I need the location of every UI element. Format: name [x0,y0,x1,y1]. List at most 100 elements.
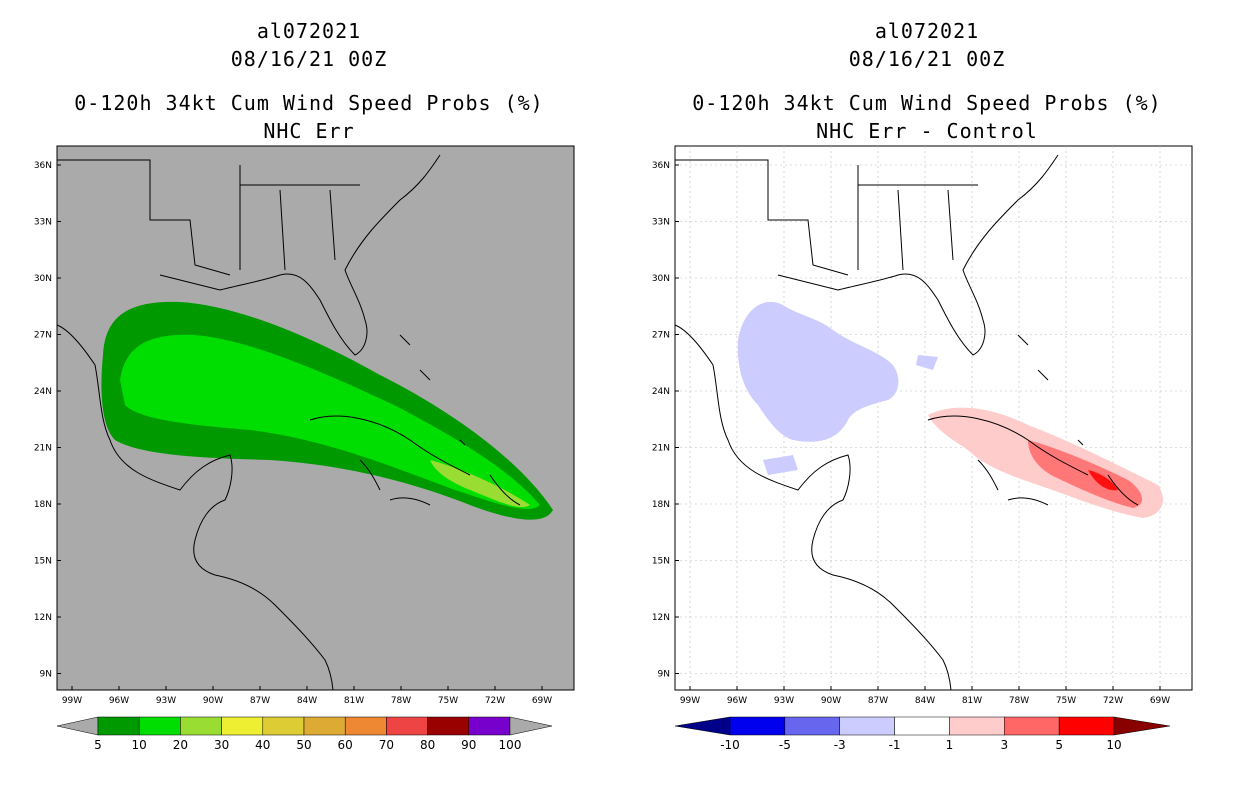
lat-label: 21N [652,444,670,454]
colorbar-label: 100 [498,738,522,752]
coastlines [56,154,521,691]
lon-label: 69W [1150,696,1170,706]
lat-label: 33N [652,218,670,228]
colorbar [56,716,553,736]
colorbar-segment [221,716,264,736]
colorbar-label: 70 [378,738,395,752]
colorbar-segment [180,716,222,736]
lat-label: 12N [34,613,52,623]
colorbar-segment [839,716,895,736]
colorbar-label: -5 [778,738,791,752]
product-subtitle: NHC Err [263,119,355,143]
lon-label: 99W [62,696,82,706]
colorbar-label: 80 [419,738,436,752]
colorbar-label: 1 [945,738,954,752]
colorbar-label: -1 [888,738,901,752]
colorbar-label: -10 [720,738,740,752]
colorbar-label: 5 [1055,738,1063,752]
colorbar-segment [729,716,786,736]
lat-label: 24N [34,387,52,397]
lat-label: 27N [34,331,52,341]
colorbar-under-arrow [56,716,99,736]
colorbar-label: -3 [833,738,846,752]
colorbar-segment [344,716,387,736]
colorbar-over-arrow [1113,716,1171,736]
lat-label: 24N [652,387,670,397]
colorbar-segment [949,716,1005,736]
colorbar-segments [729,716,1115,736]
colorbar-label: 5 [94,738,102,752]
colorbar-label: 40 [255,738,271,752]
lon-label: 72W [1103,696,1123,706]
lon-label: 84W [297,696,317,706]
swath-20pct [430,460,530,508]
colorbar-segment [138,716,181,736]
colorbar-segment [427,716,470,736]
lon-label: 78W [1009,696,1029,706]
lon-label: 96W [109,696,129,706]
lat-label: 33N [34,218,52,228]
colorbar-label: 90 [461,738,477,752]
lon-label: 75W [438,696,458,706]
product-title: 0-120h 34kt Cum Wind Speed Probs (%) [74,91,544,115]
lat-label: 36N [34,161,52,171]
left-panel: al072021 08/16/21 00Z 0-120h 34kt Cum Wi… [34,19,575,752]
lon-label: 78W [391,696,411,706]
lat-label: 36N [652,161,670,171]
lon-label: 81W [962,696,982,706]
lon-label: 87W [250,696,270,706]
colorbar-segment [1058,716,1115,736]
lat-label: 18N [652,500,670,510]
lat-label: 15N [652,557,670,567]
colorbar-label: 60 [337,738,353,752]
colorbar-label: 10 [1106,738,1122,752]
colorbar-over-arrow [509,716,553,736]
colorbar-segment [468,716,511,736]
lat-label: 30N [34,274,52,284]
colorbar-label: 3 [1000,738,1009,752]
lat-label: 27N [652,331,670,341]
colorbar-label: 20 [172,738,189,752]
lon-label: 90W [203,696,223,706]
lat-label: 21N [34,444,52,454]
colorbar-segment [262,716,305,736]
colorbar-segment [386,716,428,736]
lat-label: 18N [34,500,52,510]
lat-label: 9N [658,670,670,680]
lon-axis: 99W 96W 93W 90W 87W 84W 81W 78W 75W 72W 69W [62,686,552,706]
lon-label: 75W [1056,696,1076,706]
colorbar-segment [894,716,950,736]
lon-label: 87W [868,696,888,706]
lon-label: 93W [774,696,794,706]
colorbar-segment [303,716,346,736]
storm-id: al072021 [256,19,362,43]
negative-anomaly-area [916,355,938,370]
colorbar-label: 10 [131,738,147,752]
lon-label: 90W [821,696,841,706]
negative-anomaly-area [737,301,899,442]
gridlines [675,146,1192,690]
negative-anomaly-area [763,455,798,475]
colorbar [674,716,1171,736]
lat-label: 9N [40,670,52,680]
colorbar-label: 50 [296,738,312,752]
lon-label: 72W [485,696,505,706]
forecast-datetime: 08/16/21 00Z [848,47,1006,71]
positive-anomaly-area [1088,470,1118,491]
lat-axis: 36N 33N 30N 27N 24N 21N 18N 15N 12N 9N [34,161,61,680]
colorbar-segment [1004,716,1060,736]
colorbar-segment [784,716,840,736]
lat-axis: 36N 33N 30N 27N 24N 21N 18N 15N 12N 9N [652,161,679,680]
colorbar-label: 30 [213,738,230,752]
lat-label: 12N [652,613,670,623]
product-title: 0-120h 34kt Cum Wind Speed Probs (%) [692,91,1162,115]
lat-label: 30N [652,274,670,284]
right-panel: al072021 08/16/21 00Z 0-120h 34kt Cum Wi… [618,0,1236,800]
lon-label: 93W [156,696,176,706]
coastlines [674,154,1139,691]
colorbar-segment [97,716,140,736]
lon-label: 84W [915,696,935,706]
lon-label: 69W [532,696,552,706]
colorbar-under-arrow [674,716,731,736]
